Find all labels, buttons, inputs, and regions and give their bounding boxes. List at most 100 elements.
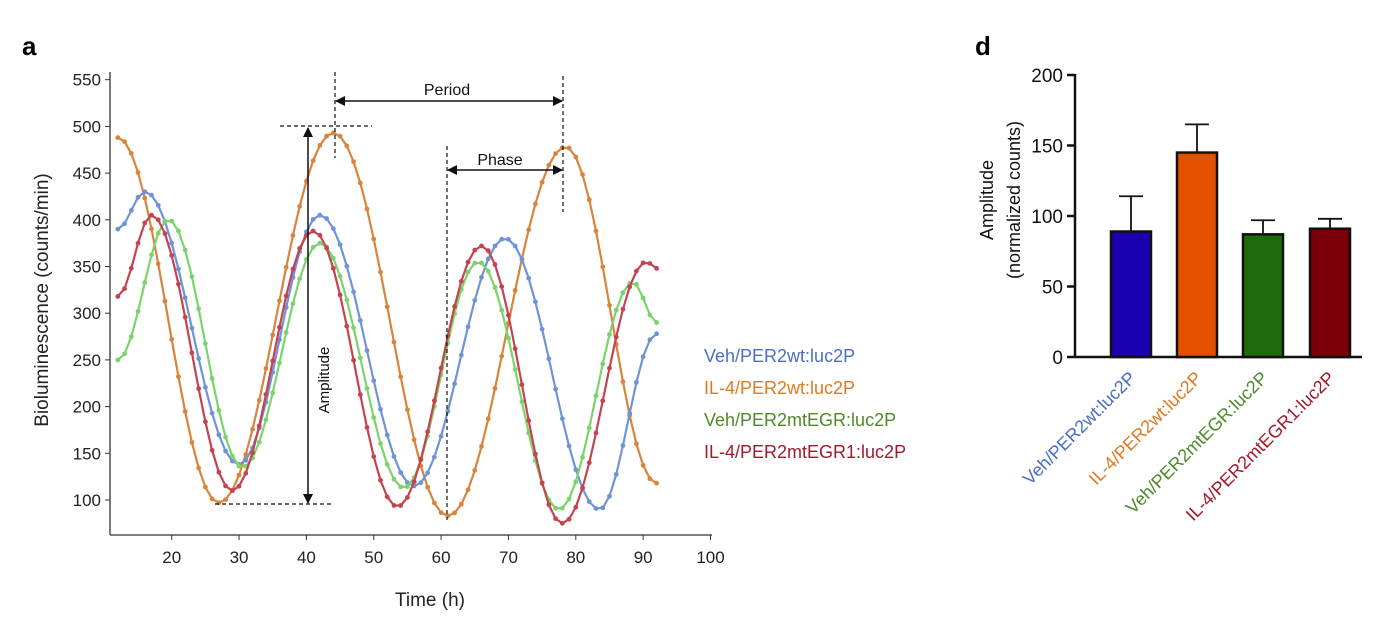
data-point bbox=[270, 332, 276, 338]
data-point bbox=[519, 399, 525, 405]
line-chart: 100 150 200 250 300 350 400 450 500 550 20 30 40 50 60… bbox=[32, 71, 906, 611]
data-point bbox=[559, 145, 565, 151]
data-point bbox=[364, 386, 370, 391]
data-point bbox=[405, 484, 410, 490]
data-point bbox=[452, 510, 457, 516]
data-point bbox=[122, 139, 127, 144]
data-point bbox=[378, 406, 383, 412]
data-point bbox=[607, 365, 612, 371]
data-point bbox=[115, 357, 121, 363]
data-point bbox=[586, 499, 592, 505]
data-point bbox=[607, 302, 612, 308]
data-point bbox=[182, 247, 188, 253]
data-point bbox=[620, 443, 626, 448]
data-point bbox=[344, 143, 350, 149]
data-point bbox=[182, 295, 188, 301]
data-point bbox=[236, 483, 242, 489]
data-point bbox=[526, 227, 532, 233]
data-point bbox=[128, 150, 134, 156]
data-point bbox=[647, 261, 653, 266]
data-point bbox=[465, 324, 471, 330]
series-line bbox=[117, 131, 658, 518]
x-tick-label: Veh/PER2wt:luc2P bbox=[1019, 368, 1140, 489]
data-point bbox=[357, 355, 363, 361]
data-point bbox=[391, 339, 397, 345]
data-point bbox=[351, 357, 356, 363]
data-point bbox=[324, 245, 330, 251]
data-point bbox=[431, 454, 437, 460]
data-point bbox=[162, 231, 168, 236]
data-point bbox=[216, 432, 222, 438]
data-point bbox=[654, 320, 660, 325]
period-label: Period bbox=[424, 82, 470, 99]
data-point bbox=[317, 212, 323, 218]
data-point bbox=[344, 297, 350, 303]
data-point bbox=[196, 306, 202, 312]
data-point bbox=[310, 158, 316, 164]
data-point bbox=[310, 244, 316, 250]
data-point bbox=[371, 378, 377, 384]
data-point bbox=[458, 352, 464, 358]
data-point bbox=[485, 268, 491, 274]
data-point bbox=[634, 380, 639, 385]
data-point bbox=[586, 425, 592, 431]
data-point bbox=[600, 361, 606, 367]
data-point bbox=[465, 259, 471, 265]
data-point bbox=[317, 143, 323, 148]
data-point bbox=[371, 454, 377, 459]
y-tick-label: 200 bbox=[1031, 66, 1063, 87]
x-tick-label: 30 bbox=[230, 548, 249, 567]
data-point bbox=[317, 240, 323, 246]
data-point bbox=[398, 503, 404, 508]
data-point bbox=[613, 334, 619, 340]
data-point bbox=[344, 323, 350, 329]
legend-entry: IL-4/PER2mtEGR1:luc2P bbox=[704, 442, 906, 462]
data-point bbox=[573, 504, 579, 510]
data-point bbox=[492, 285, 498, 290]
data-point bbox=[290, 233, 296, 238]
data-point bbox=[283, 264, 289, 270]
data-point bbox=[135, 194, 141, 200]
data-point bbox=[162, 298, 168, 304]
data-point bbox=[384, 432, 390, 438]
data-point bbox=[384, 304, 390, 310]
data-point bbox=[277, 360, 282, 366]
data-point bbox=[647, 312, 653, 318]
data-point bbox=[586, 460, 592, 466]
data-point bbox=[122, 221, 127, 227]
data-point bbox=[176, 281, 181, 287]
data-point bbox=[485, 416, 491, 422]
data-point bbox=[479, 243, 484, 249]
data-point bbox=[115, 226, 121, 232]
data-point bbox=[149, 212, 154, 218]
data-point bbox=[559, 520, 565, 526]
data-point bbox=[209, 410, 215, 416]
data-point bbox=[384, 462, 390, 467]
data-point bbox=[580, 172, 585, 178]
data-point bbox=[506, 335, 511, 341]
data-point bbox=[169, 240, 175, 246]
data-point bbox=[526, 418, 532, 423]
data-point bbox=[438, 510, 444, 516]
x-tick-label: 60 bbox=[432, 548, 451, 567]
y-axis-label: Bioluminescence (counts/min) bbox=[32, 173, 53, 426]
data-point bbox=[620, 379, 626, 385]
data-point bbox=[135, 240, 141, 246]
data-point bbox=[128, 265, 134, 271]
data-point bbox=[600, 398, 606, 404]
panel-label-d: d bbox=[975, 31, 991, 61]
data-point bbox=[627, 284, 633, 290]
data-point bbox=[654, 265, 660, 271]
data-point bbox=[351, 159, 356, 165]
data-point bbox=[634, 281, 639, 287]
data-point bbox=[216, 469, 222, 475]
x-tick-label: 40 bbox=[297, 548, 316, 567]
data-point bbox=[196, 356, 202, 361]
data-point bbox=[378, 441, 383, 446]
data-point bbox=[236, 472, 242, 478]
data-point bbox=[256, 439, 262, 445]
data-point bbox=[236, 463, 242, 469]
data-point bbox=[512, 243, 518, 249]
data-point bbox=[176, 228, 181, 234]
data-point bbox=[458, 278, 464, 284]
